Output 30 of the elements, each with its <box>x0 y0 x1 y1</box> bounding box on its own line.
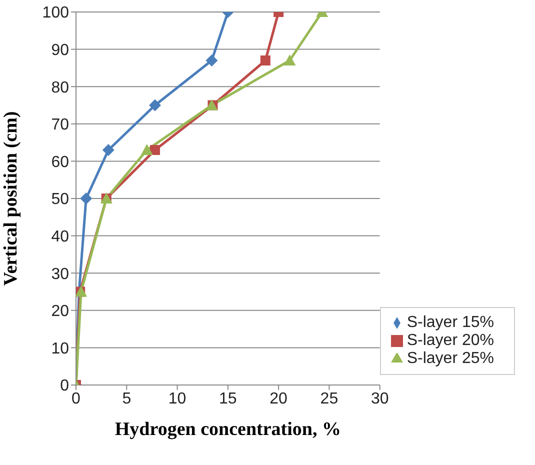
y-tick-label: 80 <box>51 79 70 96</box>
x-tick-label: 0 <box>72 390 81 408</box>
y-axis-title: Vertical position (cm) <box>0 111 22 286</box>
legend-label: S-layer 20% <box>406 332 494 349</box>
y-tick-label: 50 <box>51 191 70 208</box>
x-tick-label: 10 <box>168 390 186 408</box>
y-tick-label: 0 <box>60 378 70 395</box>
y-tick-label: 60 <box>51 154 70 171</box>
x-tick-label: 25 <box>320 390 338 408</box>
x-tick-label: 5 <box>122 390 132 408</box>
y-tick-label: 30 <box>51 266 70 283</box>
y-tick-label: 90 <box>51 42 70 59</box>
x-axis-title: Hydrogen concentration, % <box>114 419 341 440</box>
y-tick-label: 100 <box>42 4 70 22</box>
y-tick-label: 40 <box>51 228 70 246</box>
point <box>149 99 161 112</box>
y-tick-label: 20 <box>51 303 70 320</box>
legend-label: S-layer 15% <box>406 314 494 331</box>
point <box>80 192 92 204</box>
x-tick-label: 30 <box>370 390 389 408</box>
y-tick-label: 10 <box>51 340 70 358</box>
y-tick-label: 70 <box>51 116 70 134</box>
point <box>102 144 114 156</box>
x-tick-label: 15 <box>219 390 237 408</box>
x-tick-label: 20 <box>270 390 288 408</box>
point <box>206 54 218 66</box>
point <box>150 145 160 156</box>
point <box>260 55 270 66</box>
legend-label: S-layer 25% <box>406 350 494 367</box>
point <box>140 144 153 156</box>
